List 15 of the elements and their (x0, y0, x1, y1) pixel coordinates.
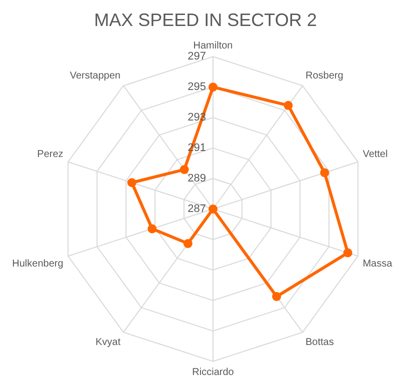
y-tick-label: 297 (188, 50, 206, 63)
spoke-label: Kvyat (95, 337, 121, 348)
spoke-label: Verstappen (70, 70, 120, 82)
spoke-label: Hulkenberg (12, 258, 64, 270)
spoke-label: Vettel (362, 149, 388, 160)
spoke-label: Perez (37, 149, 64, 160)
spoke-label: Bottas (306, 337, 334, 348)
spoke-label: Hamilton (193, 40, 233, 52)
y-tick-label: 289 (188, 172, 206, 185)
spoke-label: Ricciardo (192, 367, 234, 378)
chart-title: MAX SPEED IN SECTOR 2 (94, 10, 317, 30)
spoke-label: Massa (362, 258, 393, 270)
y-tick-label: 287 (188, 203, 206, 216)
spoke-label: Rosberg (306, 70, 344, 82)
y-tick-label: 295 (188, 81, 206, 94)
